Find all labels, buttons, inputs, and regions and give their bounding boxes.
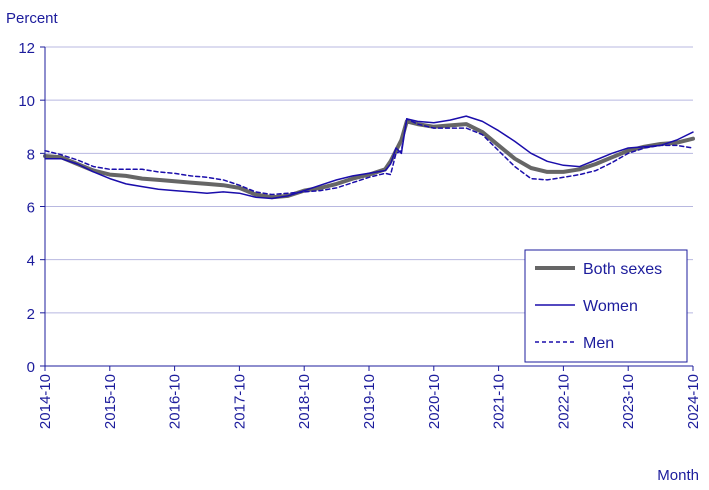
series-line-men (44, 118, 694, 196)
x-tick-labels: 2014-10 2015-10 2016-10 2017-10 2018-10 2019-… (37, 374, 702, 429)
x-axis-label: Month (657, 467, 699, 484)
y-tick-label: 6 (27, 200, 35, 217)
y-tick-labels: 0 2 4 6 8 10 12 (18, 40, 35, 376)
x-tick-label: 2024-10 (685, 374, 702, 429)
axes (40, 46, 694, 371)
x-tick-label: 2015-10 (102, 374, 119, 429)
legend-label: Men (583, 335, 614, 352)
x-tick-label: 2022-10 (555, 374, 572, 429)
y-tick-label: 2 (27, 306, 35, 323)
x-tick-label: 2023-10 (620, 374, 637, 429)
series-lines (43, 115, 695, 200)
y-tick-label: 4 (27, 253, 35, 270)
legend-label: Women (583, 298, 638, 315)
x-tick-label: 2018-10 (296, 374, 313, 429)
x-tick-label: 2020-10 (426, 374, 443, 429)
legend: Both sexes Women Men (524, 249, 688, 363)
x-tick-label: 2014-10 (37, 374, 54, 429)
y-axis-label: Percent (6, 10, 59, 27)
y-tick-label: 8 (27, 146, 35, 163)
series-line-both-sexes (43, 119, 695, 200)
y-tick-label: 10 (18, 93, 35, 110)
legend-label: Both sexes (583, 261, 662, 278)
y-tick-label: 12 (18, 40, 35, 57)
x-tick-label: 2016-10 (167, 374, 184, 429)
series-line-women (44, 115, 694, 200)
y-tick-label: 0 (27, 359, 35, 376)
x-tick-label: 2019-10 (361, 374, 378, 429)
x-tick-label: 2021-10 (491, 374, 508, 429)
x-tick-label: 2017-10 (231, 374, 248, 429)
